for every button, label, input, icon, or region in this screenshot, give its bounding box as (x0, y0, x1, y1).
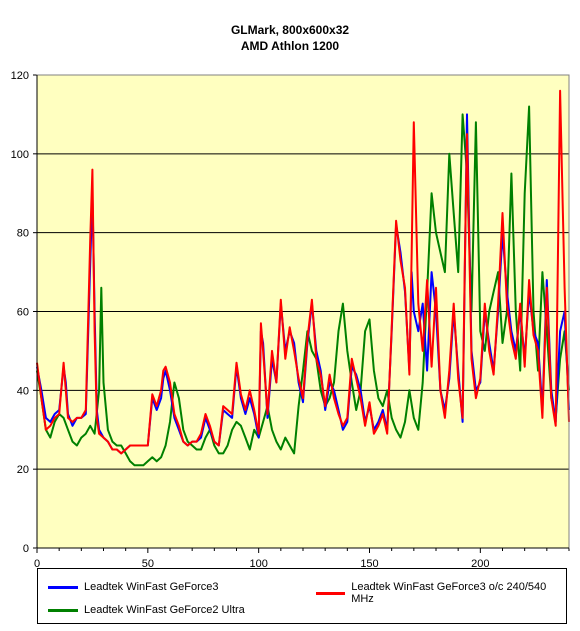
legend-item-geforce2-ultra: Leadtek WinFast GeForce2 Ultra (48, 604, 245, 616)
legend-label: Leadtek WinFast GeForce3 o/c 240/540 MHz (351, 581, 547, 605)
legend-item-geforce3: Leadtek WinFast GeForce3 (48, 581, 219, 593)
chart-title: GLMark, 800x600x32 AMD Athlon 1200 (0, 22, 580, 54)
y-tick-label: 80 (17, 228, 29, 240)
y-tick-label: 100 (11, 149, 29, 161)
legend-swatch-blue (48, 585, 78, 589)
title-line-2: AMD Athlon 1200 (240, 39, 340, 53)
y-tick-label: 0 (23, 543, 29, 555)
legend-item-geforce3-oc: Leadtek WinFast GeForce3 o/c 240/540 MHz (316, 581, 566, 605)
y-tick-label: 20 (17, 464, 29, 476)
series-line-1 (36, 89, 570, 455)
legend-label: Leadtek WinFast GeForce3 (84, 581, 219, 593)
legend-swatch-red (316, 591, 346, 595)
legend-label: Leadtek WinFast GeForce2 Ultra (84, 604, 245, 616)
x-tick-label: 0 (34, 558, 40, 568)
legend: Leadtek WinFast GeForce3 Leadtek WinFast… (37, 568, 567, 624)
x-tick-label: 50 (142, 558, 154, 568)
y-tick-label: 120 (11, 70, 29, 82)
chart-plot: 0 20 40 60 80 100 120 0 50 100 150 200 (11, 70, 570, 568)
x-tick-label: 200 (471, 558, 489, 568)
x-tick-label: 150 (360, 558, 378, 568)
x-tick-label: 100 (249, 558, 267, 568)
y-tick-label: 60 (17, 307, 29, 319)
y-tick-label: 40 (17, 385, 29, 397)
title-line-1: GLMark, 800x600x32 (230, 23, 350, 37)
legend-swatch-green (48, 608, 78, 612)
